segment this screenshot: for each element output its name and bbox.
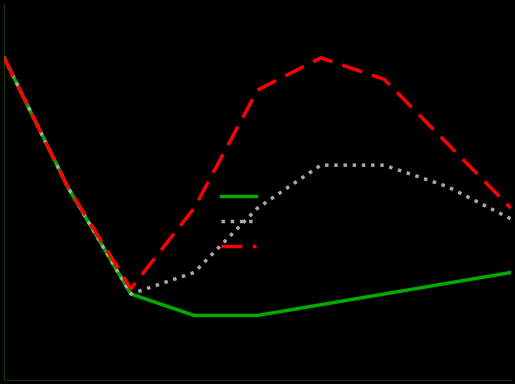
Legend: , , : , , bbox=[221, 190, 263, 254]
